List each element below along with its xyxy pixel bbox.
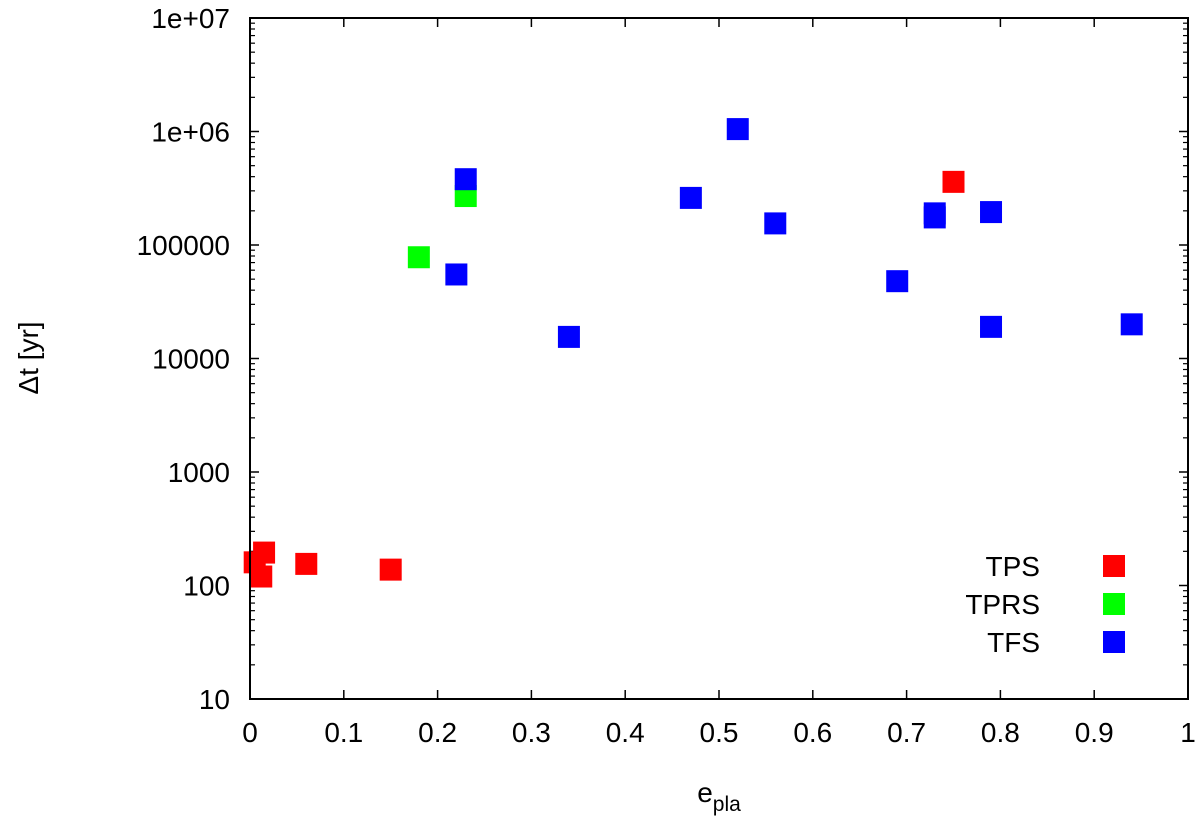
legend-label-tprs: TPRS [965, 589, 1040, 620]
tps-point [942, 170, 965, 193]
y-tick-label: 1e+06 [151, 117, 230, 148]
y-tick-label: 10000 [152, 344, 230, 375]
legend-label-tps: TPS [986, 551, 1040, 582]
x-tick-label: 0.5 [700, 717, 739, 748]
tfs-point [980, 201, 1003, 224]
tfs-point [726, 118, 749, 141]
x-tick-label: 0.8 [981, 717, 1020, 748]
x-tick-label: 0.7 [887, 717, 926, 748]
x-axis-title: epla [697, 777, 741, 816]
x-tick-label: 0.9 [1075, 717, 1114, 748]
y-tick-labels: 10 100 1000 10000 100000 1e+06 1e+07 [137, 3, 230, 715]
x-tick-label: 0 [242, 717, 258, 748]
tfs-point [679, 186, 702, 209]
y-axis-title: Δt [yr] [13, 321, 44, 394]
legend-swatch-tprs [1103, 593, 1125, 615]
legend-swatch-tps [1103, 555, 1125, 577]
tps-point [253, 541, 276, 564]
x-tick-label: 1 [1180, 717, 1196, 748]
tfs-point [1120, 313, 1143, 336]
tfs-point [980, 315, 1003, 338]
x-tick-labels: 0 0.1 0.2 0.3 0.4 0.5 0.6 0.7 0.8 0.9 1 [242, 717, 1196, 748]
y-tick-label: 100 [183, 571, 230, 602]
data-points [243, 118, 1143, 588]
y-tick-label: 10 [199, 684, 230, 715]
tps-point [250, 565, 273, 588]
tprs-point [407, 246, 430, 269]
tps-point [379, 558, 402, 581]
legend-swatch-tfs [1103, 631, 1125, 653]
x-tick-label: 0.2 [418, 717, 457, 748]
tfs-point [764, 212, 787, 235]
y-tick-label: 1e+07 [151, 3, 230, 34]
tfs-point [886, 270, 909, 293]
x-tick-label: 0.1 [324, 717, 363, 748]
x-tick-label: 0.3 [512, 717, 551, 748]
tfs-point [557, 325, 580, 348]
tfs-point [445, 263, 468, 286]
tfs-point [923, 206, 946, 229]
x-axis-title-subscript: pla [713, 793, 741, 816]
legend-label-tfs: TFS [987, 627, 1040, 658]
x-tick-label: 0.4 [606, 717, 645, 748]
tfs-point [454, 168, 477, 191]
x-axis-title-base: e [697, 777, 713, 808]
legend: TPS TPRS TFS [965, 551, 1125, 658]
plot-frame [249, 17, 1189, 700]
tprs-point [454, 185, 477, 208]
y-tick-label: 1000 [168, 457, 230, 488]
y-tick-label: 100000 [137, 230, 230, 261]
tps-point [295, 552, 318, 575]
x-tick-label: 0.6 [793, 717, 832, 748]
